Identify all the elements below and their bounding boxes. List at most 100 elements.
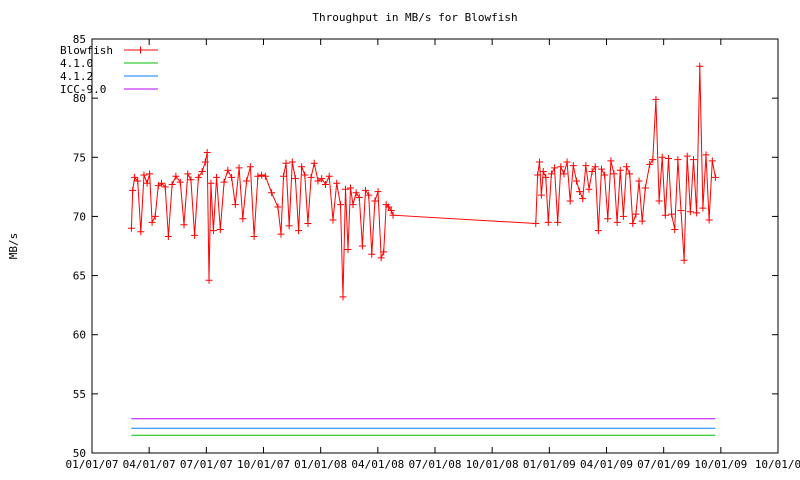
data-point xyxy=(295,227,303,235)
data-point xyxy=(157,179,165,187)
data-point xyxy=(585,185,593,193)
data-point xyxy=(184,170,192,178)
data-point xyxy=(261,172,269,180)
data-point xyxy=(610,170,618,178)
data-point xyxy=(164,233,172,241)
data-point xyxy=(616,166,624,174)
data-point xyxy=(201,158,209,166)
data-point xyxy=(619,212,627,220)
data-point xyxy=(623,163,631,171)
data-point xyxy=(532,220,540,228)
data-point xyxy=(288,158,296,166)
data-point xyxy=(254,172,262,180)
data-point xyxy=(333,179,341,187)
data-point xyxy=(626,170,634,178)
data-point xyxy=(344,246,352,254)
data-point xyxy=(661,211,669,219)
y-tick-label: 50 xyxy=(73,447,86,460)
data-point xyxy=(607,157,615,165)
data-point xyxy=(588,167,596,175)
data-point xyxy=(582,162,590,170)
data-point xyxy=(702,151,710,159)
data-point xyxy=(664,154,672,162)
data-point xyxy=(683,152,691,160)
data-point xyxy=(168,180,176,188)
legend-label: 4.1.2 xyxy=(60,70,93,83)
x-tick-label: 07/01/07 xyxy=(180,458,233,471)
data-point xyxy=(387,207,395,215)
data-point xyxy=(539,167,547,175)
data-point xyxy=(285,222,293,230)
data-point xyxy=(339,293,347,301)
data-point xyxy=(557,163,565,171)
x-axis-ticks: 01/01/07 04/01/07 07/01/07 10/01/07 01/01/08… xyxy=(66,39,800,471)
data-point xyxy=(250,233,258,241)
data-point xyxy=(205,276,213,284)
y-tick-label: 85 xyxy=(73,33,86,46)
data-point xyxy=(601,171,609,179)
data-point xyxy=(551,164,559,172)
data-point xyxy=(127,224,135,232)
plot-area xyxy=(91,38,779,454)
data-point xyxy=(668,210,676,218)
data-point xyxy=(632,210,640,218)
data-point xyxy=(655,197,663,205)
data-point xyxy=(563,158,571,166)
data-point xyxy=(246,163,254,171)
data-point xyxy=(325,172,333,180)
legend-label: Blowfish xyxy=(60,44,113,57)
plot-border xyxy=(91,38,779,454)
data-point xyxy=(362,186,370,194)
data-point xyxy=(560,170,568,178)
data-point xyxy=(172,172,180,180)
data-point xyxy=(646,160,654,168)
x-tick-label: 01/01/09 xyxy=(523,458,576,471)
data-point xyxy=(209,227,217,235)
data-point xyxy=(604,215,612,223)
data-point xyxy=(336,201,344,209)
data-point xyxy=(146,170,154,178)
legend-marker xyxy=(137,46,144,54)
data-point xyxy=(207,179,215,187)
data-point xyxy=(544,218,552,226)
data-point xyxy=(349,201,357,209)
data-point xyxy=(569,162,577,170)
data-point xyxy=(594,227,602,235)
data-point xyxy=(358,242,366,250)
y-axis-label: MB/s xyxy=(7,233,20,260)
data-point xyxy=(176,178,184,186)
data-point xyxy=(282,159,290,167)
x-tick-label: 10/01/09 xyxy=(694,458,747,471)
data-point xyxy=(243,177,251,185)
data-point xyxy=(389,211,397,219)
data-point xyxy=(693,209,701,217)
data-point xyxy=(680,256,688,264)
data-point xyxy=(368,250,376,258)
data-point xyxy=(385,203,393,211)
data-point xyxy=(143,179,151,187)
data-point xyxy=(686,208,694,216)
x-tick-label: 04/01/08 xyxy=(351,458,404,471)
data-point xyxy=(231,201,239,209)
data-point xyxy=(690,156,698,164)
data-point xyxy=(187,176,195,184)
x-tick-label: 10/01/0 xyxy=(755,458,800,471)
x-tick-label: 01/01/07 xyxy=(66,458,119,471)
data-point xyxy=(377,254,385,262)
data-point xyxy=(649,156,657,164)
data-point xyxy=(280,172,288,180)
data-point xyxy=(365,191,373,199)
y-tick-label: 60 xyxy=(73,329,86,342)
data-point xyxy=(274,203,282,211)
data-point xyxy=(380,248,388,256)
data-point xyxy=(228,173,236,181)
data-point xyxy=(352,189,360,197)
data-point xyxy=(641,184,649,192)
data-point xyxy=(151,212,159,220)
x-tick-label: 01/01/08 xyxy=(294,458,347,471)
data-point xyxy=(298,163,306,171)
chart-title: Throughput in MB/s for Blowfish xyxy=(312,11,517,24)
data-point xyxy=(235,164,243,172)
data-point xyxy=(371,197,379,205)
